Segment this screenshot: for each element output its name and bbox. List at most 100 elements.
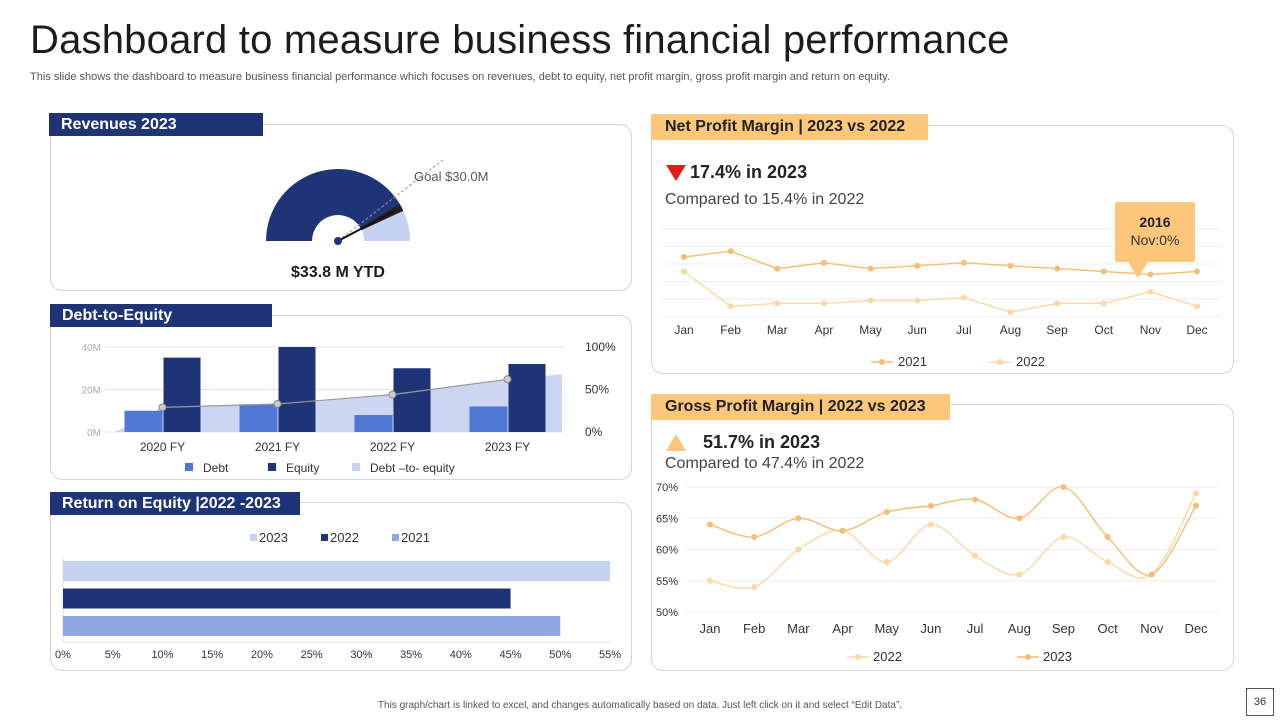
- npm-xtick: May: [859, 323, 882, 337]
- de-legend-swatch: [268, 463, 276, 471]
- gpm-point: [972, 496, 979, 503]
- gpm-point: [707, 577, 713, 584]
- gpm-xtick: Sep: [1052, 621, 1075, 636]
- roe-xtick: 20%: [251, 649, 273, 661]
- gpm-series-line: [709, 486, 1197, 576]
- roe-xtick: 0%: [55, 649, 71, 661]
- gpm-legend-label: 2022: [873, 649, 902, 664]
- gpm-xtick: Jul: [967, 621, 984, 636]
- gpm-ytick: 55%: [656, 576, 678, 588]
- npm-xtick: Nov: [1140, 323, 1161, 337]
- gpm-ytick: 60%: [656, 545, 678, 557]
- npm-point: [914, 297, 921, 304]
- de-equity-bar: [393, 368, 431, 432]
- gpm-legend-marker: [1025, 654, 1031, 660]
- de-debt-bar: [239, 404, 278, 432]
- callout-pointer: [1128, 262, 1148, 278]
- de-ratio-line: [162, 378, 508, 408]
- npm-xtick: Oct: [1094, 323, 1113, 337]
- de-legend-swatch: [352, 463, 360, 471]
- npm-point: [774, 265, 781, 272]
- npm-series-line: [683, 250, 1198, 276]
- up-triangle-icon: [666, 434, 686, 451]
- de-category-label: 2022 FY: [370, 440, 415, 454]
- gpm-point: [883, 509, 890, 515]
- npm-point: [727, 248, 734, 255]
- roe-xtick: 25%: [301, 649, 323, 661]
- gpm-ytick: 65%: [656, 513, 678, 525]
- roe-title: Return on Equity |2022 -2023: [50, 492, 300, 515]
- gpm-point: [751, 534, 758, 540]
- gpm-point: [1060, 484, 1067, 490]
- npm-point: [727, 303, 734, 310]
- de-debt-bar: [354, 415, 393, 432]
- roe-panel: [50, 502, 632, 671]
- npm-xtick: Dec: [1186, 323, 1207, 337]
- roe-legend-swatch: [250, 534, 257, 541]
- de-ratio-area: [115, 374, 562, 432]
- npm-point: [1054, 265, 1061, 272]
- gpm-ytick: 70%: [656, 482, 678, 494]
- gauge-needle-hub: [334, 237, 342, 245]
- de-debt-bar: [124, 410, 163, 432]
- roe-xtick: 55%: [599, 649, 621, 661]
- gauge-goal-leader: [337, 160, 444, 242]
- roe-bar: [63, 616, 561, 636]
- net-profit-compare: Compared to 15.4% in 2022: [665, 191, 865, 208]
- gpm-point: [1060, 534, 1067, 540]
- gpm-point: [883, 559, 890, 565]
- npm-xtick: Mar: [767, 323, 788, 337]
- debt-equity-chart: 0M 20M 40M 0% 50% 100% 2020 FY 2021 FY 2022 FY 20…: [82, 340, 616, 475]
- de-ytick: 40M: [82, 343, 101, 354]
- gpm-point: [1104, 559, 1111, 565]
- gross-profit-chart: 50% 55% 60% 65% 70% Jan Feb Mar Apr May Jun Jul Aug S…: [656, 482, 1218, 664]
- gpm-point: [1148, 571, 1155, 578]
- debt-equity-title: Debt-to-Equity: [50, 304, 272, 327]
- revenues-gauge: [266, 160, 444, 245]
- de-equity-bar: [508, 364, 546, 432]
- npm-xtick: Jul: [956, 323, 971, 337]
- roe-xtick: 50%: [549, 649, 571, 661]
- roe-legend-swatch: [321, 534, 328, 541]
- roe-xtick: 10%: [151, 649, 173, 661]
- de-ytick: 0M: [87, 428, 101, 439]
- de-y2tick: 0%: [585, 425, 603, 439]
- de-legend-label: Debt –to- equity: [370, 461, 455, 475]
- roe-bar: [63, 588, 511, 609]
- roe-xtick: 30%: [350, 649, 372, 661]
- footer-note: This graph/chart is linked to excel, and…: [377, 700, 903, 711]
- gpm-ytick: 50%: [656, 607, 678, 619]
- gpm-xtick: Mar: [787, 621, 810, 636]
- de-ratio-point: [503, 375, 512, 384]
- gpm-point: [1193, 490, 1199, 497]
- de-category-label: 2023 FY: [485, 440, 530, 454]
- gpm-point: [1016, 571, 1023, 578]
- gpm-xtick: Jan: [700, 621, 721, 636]
- npm-point: [1100, 268, 1107, 275]
- de-ratio-point: [388, 390, 397, 399]
- net-profit-title: Net Profit Margin | 2023 vs 2022: [651, 114, 928, 140]
- npm-xtick: Apr: [815, 323, 834, 337]
- gpm-point: [707, 521, 713, 528]
- de-ratio-point: [273, 399, 282, 408]
- de-y2tick: 100%: [585, 340, 616, 354]
- gpm-xtick: Aug: [1008, 621, 1031, 636]
- roe-legend-label: 2022: [330, 530, 359, 545]
- npm-xtick: Jan: [674, 323, 693, 337]
- npm-point: [1054, 300, 1061, 307]
- page-title: Dashboard to measure business financial …: [30, 18, 1010, 62]
- de-y2tick: 50%: [585, 383, 609, 397]
- npm-point: [867, 297, 874, 304]
- de-category-label: 2021 FY: [255, 440, 300, 454]
- down-arrow-icon: [666, 165, 686, 181]
- roe-legend-swatch: [392, 534, 399, 541]
- npm-legend-marker: [997, 359, 1003, 365]
- roe-legend-label: 2021: [401, 530, 430, 545]
- roe-xtick: 45%: [500, 649, 522, 661]
- gpm-point: [1193, 502, 1199, 509]
- gpm-point: [972, 552, 979, 559]
- de-debt-bar: [469, 406, 508, 432]
- net-profit-chart: Jan Feb Mar Apr May Jun Jul Aug Sep Oct Nov Dec 2021…: [661, 228, 1221, 369]
- npm-point: [960, 294, 967, 301]
- npm-series-line: [683, 270, 1198, 313]
